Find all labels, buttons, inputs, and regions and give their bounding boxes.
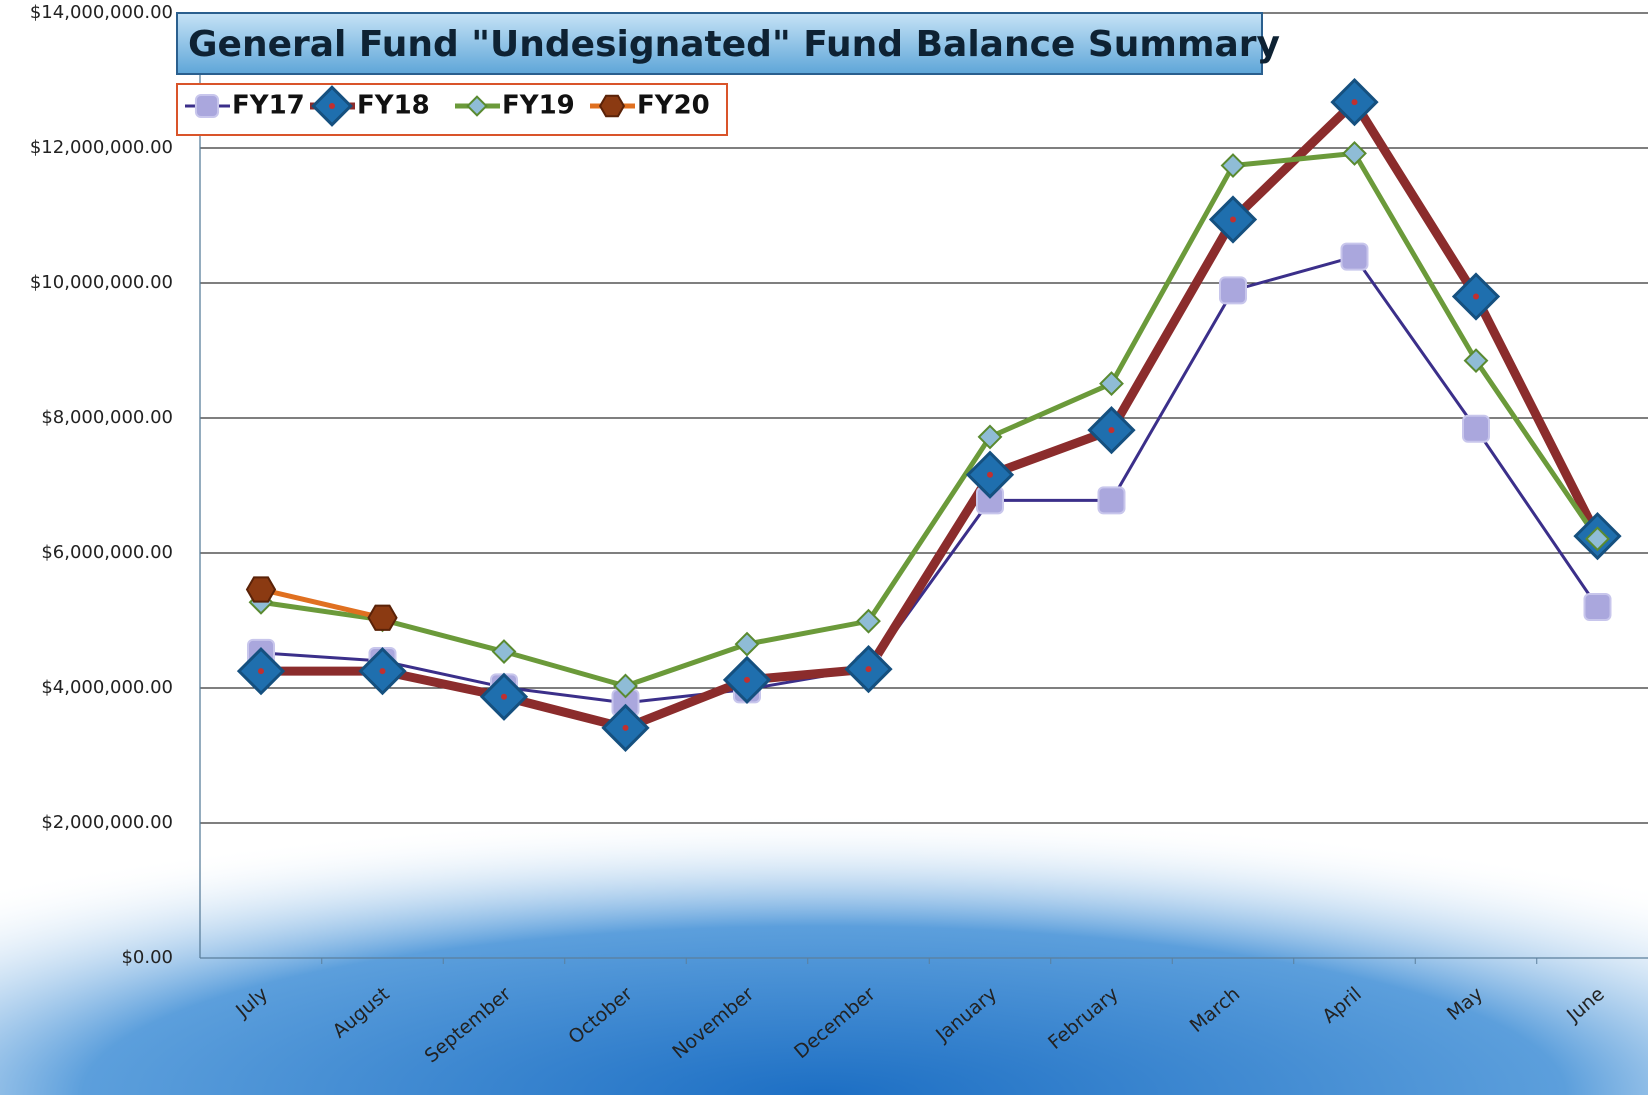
marker-center <box>1108 427 1115 434</box>
marker-center <box>865 666 872 673</box>
marker-center <box>1473 293 1479 300</box>
series-line <box>260 150 1600 689</box>
legend-label: FY20 <box>637 91 710 121</box>
marker-center <box>379 668 386 675</box>
marker-center <box>258 668 264 675</box>
chart-title: General Fund "Undesignated" Fund Balance… <box>188 24 1280 65</box>
marker <box>1462 414 1490 443</box>
legend-label: FY17 <box>232 91 305 121</box>
marker <box>1463 348 1489 374</box>
background-shade <box>0 720 1648 1095</box>
marker <box>1583 593 1612 621</box>
marker-center <box>1351 99 1358 106</box>
y-tick-label: $0.00 <box>121 947 173 968</box>
marker <box>1097 486 1126 515</box>
marker-center <box>744 676 750 683</box>
marker <box>856 608 881 634</box>
marker-center <box>501 693 507 700</box>
y-tick-label: $14,000,000.00 <box>30 2 173 23</box>
y-tick-label: $4,000,000.00 <box>41 677 173 698</box>
marker <box>1220 153 1246 178</box>
y-tick-label: $6,000,000.00 <box>41 542 173 563</box>
marker <box>734 631 760 657</box>
marker <box>1219 276 1247 305</box>
marker <box>598 94 626 118</box>
marker-center <box>622 724 629 731</box>
marker-center <box>987 471 993 478</box>
marker <box>1585 526 1610 552</box>
marker <box>194 93 220 119</box>
y-tick-label: $8,000,000.00 <box>41 407 173 428</box>
marker <box>1342 140 1367 166</box>
marker <box>245 576 277 603</box>
marker-center <box>329 103 335 109</box>
title-box <box>176 12 1263 75</box>
marker <box>491 639 517 664</box>
marker <box>1099 371 1124 396</box>
marker <box>613 673 638 699</box>
marker <box>466 95 488 117</box>
legend-label: FY18 <box>357 91 430 121</box>
series-line <box>261 97 1602 733</box>
marker <box>1340 242 1369 271</box>
y-tick-label: $2,000,000.00 <box>41 812 173 833</box>
y-tick-label: $12,000,000.00 <box>30 137 173 158</box>
y-tick-label: $10,000,000.00 <box>30 272 173 293</box>
series-line <box>260 587 384 621</box>
marker <box>367 604 398 631</box>
legend-box <box>176 83 728 136</box>
marker <box>977 424 1003 450</box>
legend-label: FY19 <box>502 91 575 121</box>
marker-center <box>1230 216 1236 223</box>
series-line <box>260 255 1599 705</box>
